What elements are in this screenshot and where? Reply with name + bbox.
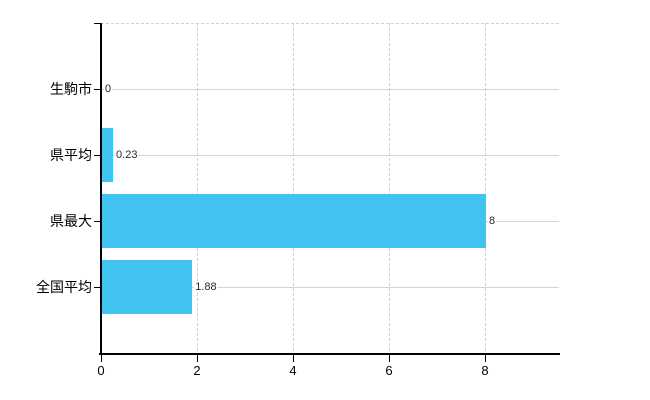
bar-value-label: 8 — [488, 215, 497, 227]
category-label: 県最大 — [50, 213, 92, 229]
category-label: 生駒市 — [50, 81, 92, 97]
y-axis-tick — [94, 220, 101, 222]
bar — [102, 128, 114, 182]
bar — [102, 194, 486, 248]
x-axis-tick — [485, 355, 486, 362]
x-axis-line — [99, 353, 560, 355]
bar — [102, 260, 193, 314]
x-axis-tick-label: 4 — [289, 363, 297, 378]
horizontal-gridline — [101, 286, 559, 288]
category-label: 全国平均 — [36, 279, 92, 295]
y-axis-tick — [94, 88, 101, 90]
x-axis-tick — [389, 355, 390, 362]
vertical-gridline — [485, 23, 486, 353]
x-axis-tick-label: 8 — [481, 363, 489, 378]
x-axis-tick-label: 0 — [97, 363, 105, 378]
bar-value-label: 1.88 — [194, 281, 218, 293]
horizontal-gridline — [101, 88, 559, 90]
y-axis-line — [99, 22, 102, 354]
x-axis-tick — [293, 355, 294, 362]
vertical-gridline — [197, 23, 198, 353]
y-axis-tick — [94, 154, 101, 156]
x-axis-tick-label: 2 — [193, 363, 201, 378]
horizontal-gridline — [101, 154, 559, 156]
y-axis-end-tick — [94, 23, 101, 24]
y-axis-tick — [94, 286, 101, 288]
category-label: 県平均 — [50, 147, 92, 163]
x-axis-tick-label: 6 — [385, 363, 393, 378]
x-axis-tick — [197, 355, 198, 362]
x-axis-tick — [101, 355, 102, 362]
vertical-gridline — [293, 23, 294, 353]
bar-value-label: 0 — [104, 83, 113, 95]
bar-value-label: 0.23 — [115, 149, 139, 161]
plot-top-border — [101, 23, 559, 24]
vertical-gridline — [389, 23, 390, 353]
